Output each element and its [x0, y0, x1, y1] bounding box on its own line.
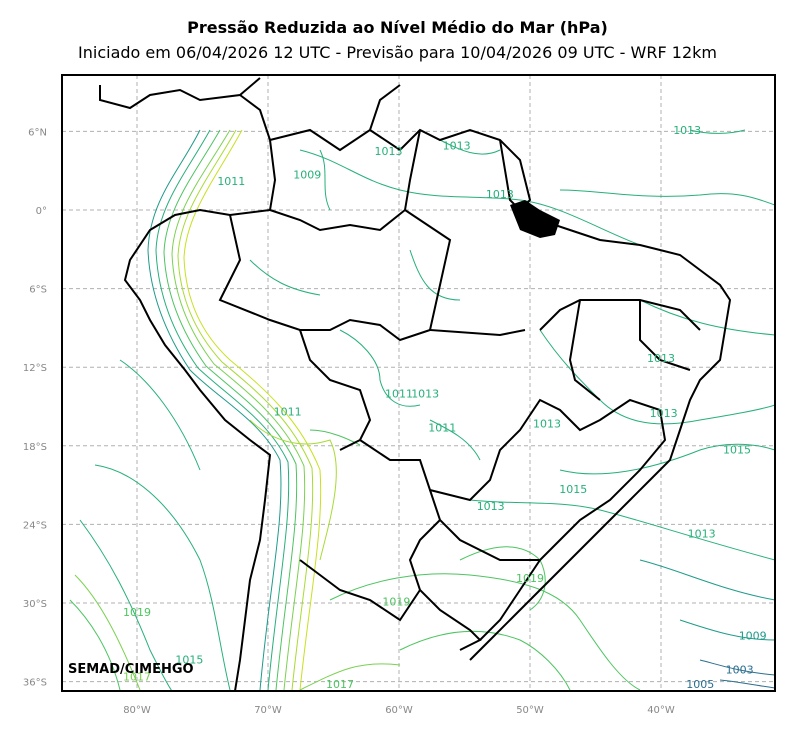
lat-tick-label: 0° — [36, 206, 47, 217]
isobar-contours — [69, 129, 775, 691]
lon-tick-label: 40°W — [647, 705, 675, 716]
lon-tick-label: 50°W — [516, 705, 544, 716]
gridlines — [62, 75, 775, 691]
country-borders — [99, 77, 732, 691]
lon-tick-label: 60°W — [385, 705, 413, 716]
contour-label: 1017 — [123, 670, 151, 683]
contour-label: 1015 — [175, 653, 203, 666]
longitude-labels: 80°W 70°W 60°W 50°W 40°W — [123, 705, 675, 716]
contour-label: 1013 — [443, 140, 471, 153]
map-title: Pressão Reduzida ao Nível Médio do Mar (… — [187, 18, 608, 37]
contour-label: 1013 — [647, 352, 675, 365]
contour-label: 1013 — [375, 145, 403, 158]
lat-tick-label: 12°S — [23, 363, 47, 374]
credit-label: SEMAD/CIMEHGO — [68, 662, 194, 677]
contour-label: 1011 — [274, 406, 302, 419]
contour-label: 1019 — [123, 606, 151, 619]
map-background — [62, 75, 775, 691]
contour-label: 1009 — [293, 169, 321, 182]
contour-label: 1013 — [486, 188, 514, 201]
contour-label: 1013 — [688, 528, 716, 541]
contour-label: 1003 — [726, 664, 754, 677]
amazon-delta — [510, 200, 560, 238]
contour-label: 1013 — [533, 417, 561, 430]
lon-tick-label: 80°W — [123, 705, 151, 716]
contour-label: 1013 — [411, 387, 439, 400]
latitude-labels: 6°N 0° 6°S 12°S 18°S 24°S 30°S 36°S — [23, 127, 47, 688]
lat-tick-label: 6°S — [29, 285, 47, 296]
lon-tick-label: 70°W — [254, 705, 282, 716]
contour-label: 1013 — [477, 500, 505, 513]
contour-label: 1011 — [385, 387, 413, 400]
contour-label: 1015 — [559, 483, 587, 496]
contour-label: 1011 — [217, 175, 245, 188]
contour-label: 1011 — [428, 421, 456, 434]
lat-tick-label: 30°S — [23, 599, 47, 610]
lat-tick-label: 6°N — [28, 127, 47, 138]
contour-label: 1019 — [516, 572, 544, 585]
contour-label: 1013 — [673, 124, 701, 137]
map-subtitle: Iniciado em 06/04/2026 12 UTC - Previsão… — [78, 43, 717, 62]
contour-label: 1013 — [650, 407, 678, 420]
map-frame — [61, 74, 776, 692]
contour-label: 1005 — [686, 678, 714, 691]
contour-label: 1009 — [739, 630, 767, 643]
lat-tick-label: 36°S — [23, 678, 47, 689]
lat-tick-label: 18°S — [23, 442, 47, 453]
contour-label: 1017 — [326, 678, 354, 691]
lat-tick-label: 24°S — [23, 520, 47, 531]
contour-label: 1015 — [723, 444, 751, 457]
contour-label: 1019 — [382, 596, 410, 609]
